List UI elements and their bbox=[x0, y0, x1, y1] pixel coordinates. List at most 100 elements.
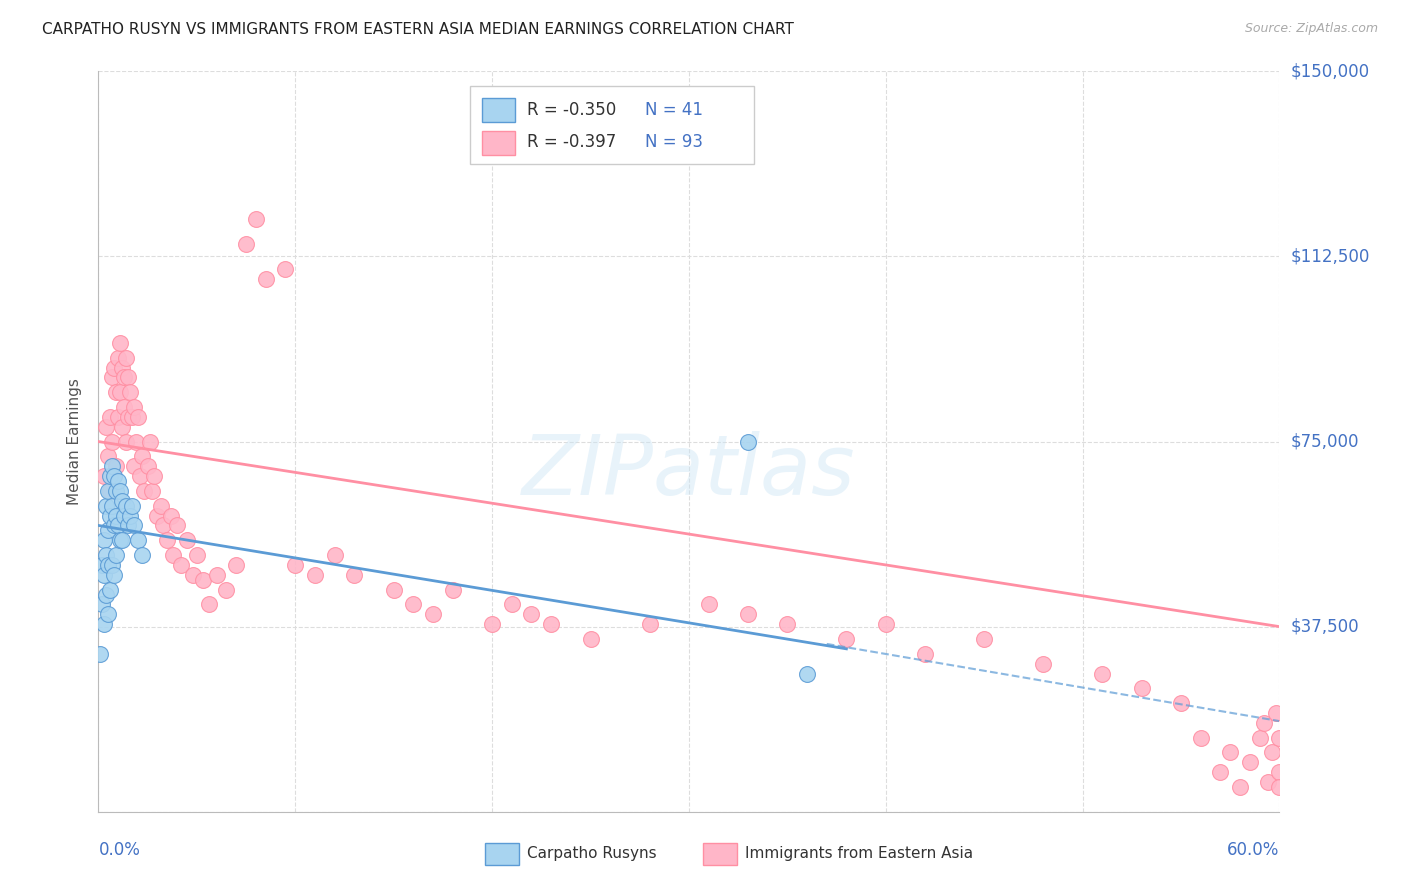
Point bbox=[127, 409, 149, 424]
Point bbox=[128, 469, 150, 483]
Point bbox=[1253, 715, 1275, 730]
Point bbox=[776, 617, 799, 632]
Point bbox=[117, 409, 139, 424]
Point bbox=[127, 533, 149, 548]
Point bbox=[103, 360, 125, 375]
Point bbox=[115, 499, 138, 513]
Point bbox=[115, 434, 138, 449]
Point bbox=[93, 469, 115, 483]
Point bbox=[98, 483, 121, 498]
Point bbox=[98, 508, 121, 523]
Point bbox=[796, 666, 818, 681]
Point bbox=[520, 607, 543, 622]
Point bbox=[245, 212, 267, 227]
Text: Carpatho Rusyns: Carpatho Rusyns bbox=[527, 847, 657, 861]
Point bbox=[284, 558, 307, 572]
Point bbox=[97, 524, 120, 538]
Point bbox=[1268, 765, 1291, 780]
Point bbox=[121, 409, 143, 424]
Point bbox=[103, 469, 125, 483]
Point bbox=[111, 360, 134, 375]
Point bbox=[170, 558, 193, 572]
Point bbox=[1219, 746, 1241, 760]
Point bbox=[91, 558, 114, 572]
Point bbox=[737, 434, 759, 449]
Point bbox=[132, 483, 155, 498]
Point bbox=[138, 434, 160, 449]
Text: N = 41: N = 41 bbox=[645, 101, 703, 119]
Text: R = -0.350: R = -0.350 bbox=[527, 101, 616, 119]
Point bbox=[1209, 765, 1232, 780]
Text: Immigrants from Eastern Asia: Immigrants from Eastern Asia bbox=[745, 847, 973, 861]
Point bbox=[89, 647, 111, 661]
Point bbox=[103, 567, 125, 582]
Point bbox=[101, 459, 124, 474]
Point bbox=[205, 567, 228, 582]
Point bbox=[121, 499, 143, 513]
Point bbox=[1032, 657, 1054, 671]
Point bbox=[402, 598, 425, 612]
Point bbox=[91, 598, 114, 612]
Point bbox=[97, 607, 120, 622]
Point bbox=[136, 459, 159, 474]
Point bbox=[343, 567, 366, 582]
Point bbox=[96, 588, 118, 602]
Point bbox=[108, 533, 131, 548]
Point bbox=[101, 434, 124, 449]
Point bbox=[122, 459, 145, 474]
Point bbox=[225, 558, 247, 572]
Point bbox=[1189, 731, 1212, 745]
Text: 0.0%: 0.0% bbox=[98, 841, 141, 859]
Point bbox=[1268, 780, 1291, 794]
Point bbox=[141, 483, 163, 498]
Point bbox=[107, 518, 129, 533]
Point bbox=[97, 483, 120, 498]
Point bbox=[118, 508, 141, 523]
Point bbox=[1268, 731, 1291, 745]
Point bbox=[274, 261, 297, 276]
Text: 60.0%: 60.0% bbox=[1227, 841, 1279, 859]
Point bbox=[101, 499, 124, 513]
Point bbox=[108, 335, 131, 350]
Point bbox=[103, 518, 125, 533]
Text: N = 93: N = 93 bbox=[645, 133, 703, 151]
Point bbox=[98, 469, 121, 483]
Point bbox=[108, 483, 131, 498]
Point bbox=[1170, 696, 1192, 710]
Text: $150,000: $150,000 bbox=[1291, 62, 1369, 80]
Point bbox=[323, 548, 346, 562]
Point bbox=[96, 499, 118, 513]
Point bbox=[131, 548, 153, 562]
Point bbox=[112, 508, 135, 523]
Point bbox=[117, 518, 139, 533]
Point bbox=[422, 607, 444, 622]
Point bbox=[579, 632, 602, 646]
Point bbox=[93, 567, 115, 582]
Point bbox=[1260, 746, 1282, 760]
Point bbox=[235, 237, 257, 252]
Point bbox=[122, 518, 145, 533]
Point bbox=[98, 582, 121, 597]
Point bbox=[176, 533, 198, 548]
Point bbox=[142, 469, 165, 483]
Point bbox=[191, 573, 214, 587]
Text: R = -0.397: R = -0.397 bbox=[527, 133, 616, 151]
Point bbox=[835, 632, 858, 646]
Point bbox=[101, 370, 124, 384]
FancyBboxPatch shape bbox=[471, 87, 754, 164]
Point bbox=[152, 518, 174, 533]
Point bbox=[254, 271, 277, 285]
Point bbox=[304, 567, 326, 582]
Text: Source: ZipAtlas.com: Source: ZipAtlas.com bbox=[1244, 22, 1378, 36]
Point bbox=[125, 434, 148, 449]
Point bbox=[540, 617, 562, 632]
Point bbox=[107, 351, 129, 365]
FancyBboxPatch shape bbox=[482, 98, 516, 122]
Point bbox=[118, 385, 141, 400]
Point bbox=[1239, 756, 1261, 770]
Point bbox=[131, 450, 153, 464]
Point bbox=[156, 533, 179, 548]
Point bbox=[115, 351, 138, 365]
Point bbox=[382, 582, 405, 597]
Point bbox=[501, 598, 523, 612]
